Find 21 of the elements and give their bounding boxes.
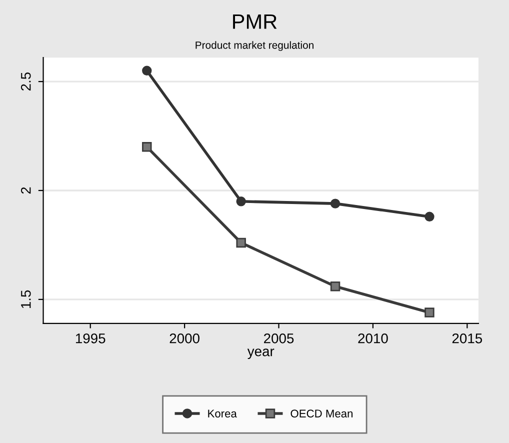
point [424, 308, 434, 318]
chart-title: PMR [233, 14, 277, 29]
point [236, 238, 246, 248]
x-tick-label: 2010 [358, 333, 388, 344]
x-axis-title: year [247, 348, 274, 360]
point [236, 196, 246, 206]
chart-subtitle: Product market regulation [196, 41, 314, 51]
point [330, 198, 340, 208]
legend-label: Korea [208, 410, 237, 418]
point [424, 212, 434, 222]
y-tick-label: 2 [20, 187, 31, 194]
y-tick-label: 1.5 [21, 290, 31, 308]
y-tick-label: 2.5 [20, 72, 31, 91]
x-tick-label: 1995 [76, 333, 106, 344]
legend-label: OECD Mean [290, 410, 352, 418]
x-tick-label: 2005 [264, 333, 294, 344]
point [142, 142, 152, 152]
x-tick-label: 2015 [452, 333, 482, 344]
point [142, 66, 152, 76]
point [330, 281, 340, 292]
x-tick-label: 2000 [170, 333, 200, 344]
